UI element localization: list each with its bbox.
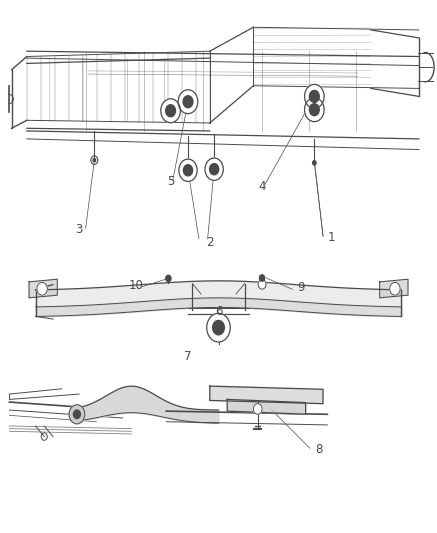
Circle shape [305,98,324,122]
Text: 3: 3 [76,223,83,236]
Circle shape [37,282,47,295]
Circle shape [253,403,262,414]
Polygon shape [29,279,57,298]
Circle shape [390,282,400,295]
Circle shape [309,104,319,116]
Text: 2: 2 [206,236,214,249]
Circle shape [183,96,193,108]
Circle shape [73,410,80,418]
Polygon shape [227,399,305,414]
Circle shape [178,90,198,114]
Circle shape [312,161,316,165]
Circle shape [213,320,224,335]
Circle shape [210,164,218,175]
Text: 5: 5 [167,175,174,188]
Text: 4: 4 [258,180,266,193]
Circle shape [205,158,223,180]
Circle shape [179,159,197,181]
Circle shape [305,84,324,108]
Circle shape [260,275,265,281]
Circle shape [258,280,266,289]
Text: 1: 1 [328,231,336,244]
Circle shape [309,91,319,102]
Text: 8: 8 [315,443,323,456]
Circle shape [207,313,230,342]
Polygon shape [380,279,408,298]
Circle shape [166,275,171,281]
Polygon shape [210,386,323,403]
Circle shape [93,159,96,162]
Text: 6: 6 [215,305,222,318]
Text: 7: 7 [184,350,192,364]
Circle shape [166,105,176,117]
Circle shape [184,165,193,176]
Circle shape [161,99,180,123]
Text: 9: 9 [298,281,305,294]
Circle shape [69,405,85,424]
Text: 10: 10 [128,279,143,292]
